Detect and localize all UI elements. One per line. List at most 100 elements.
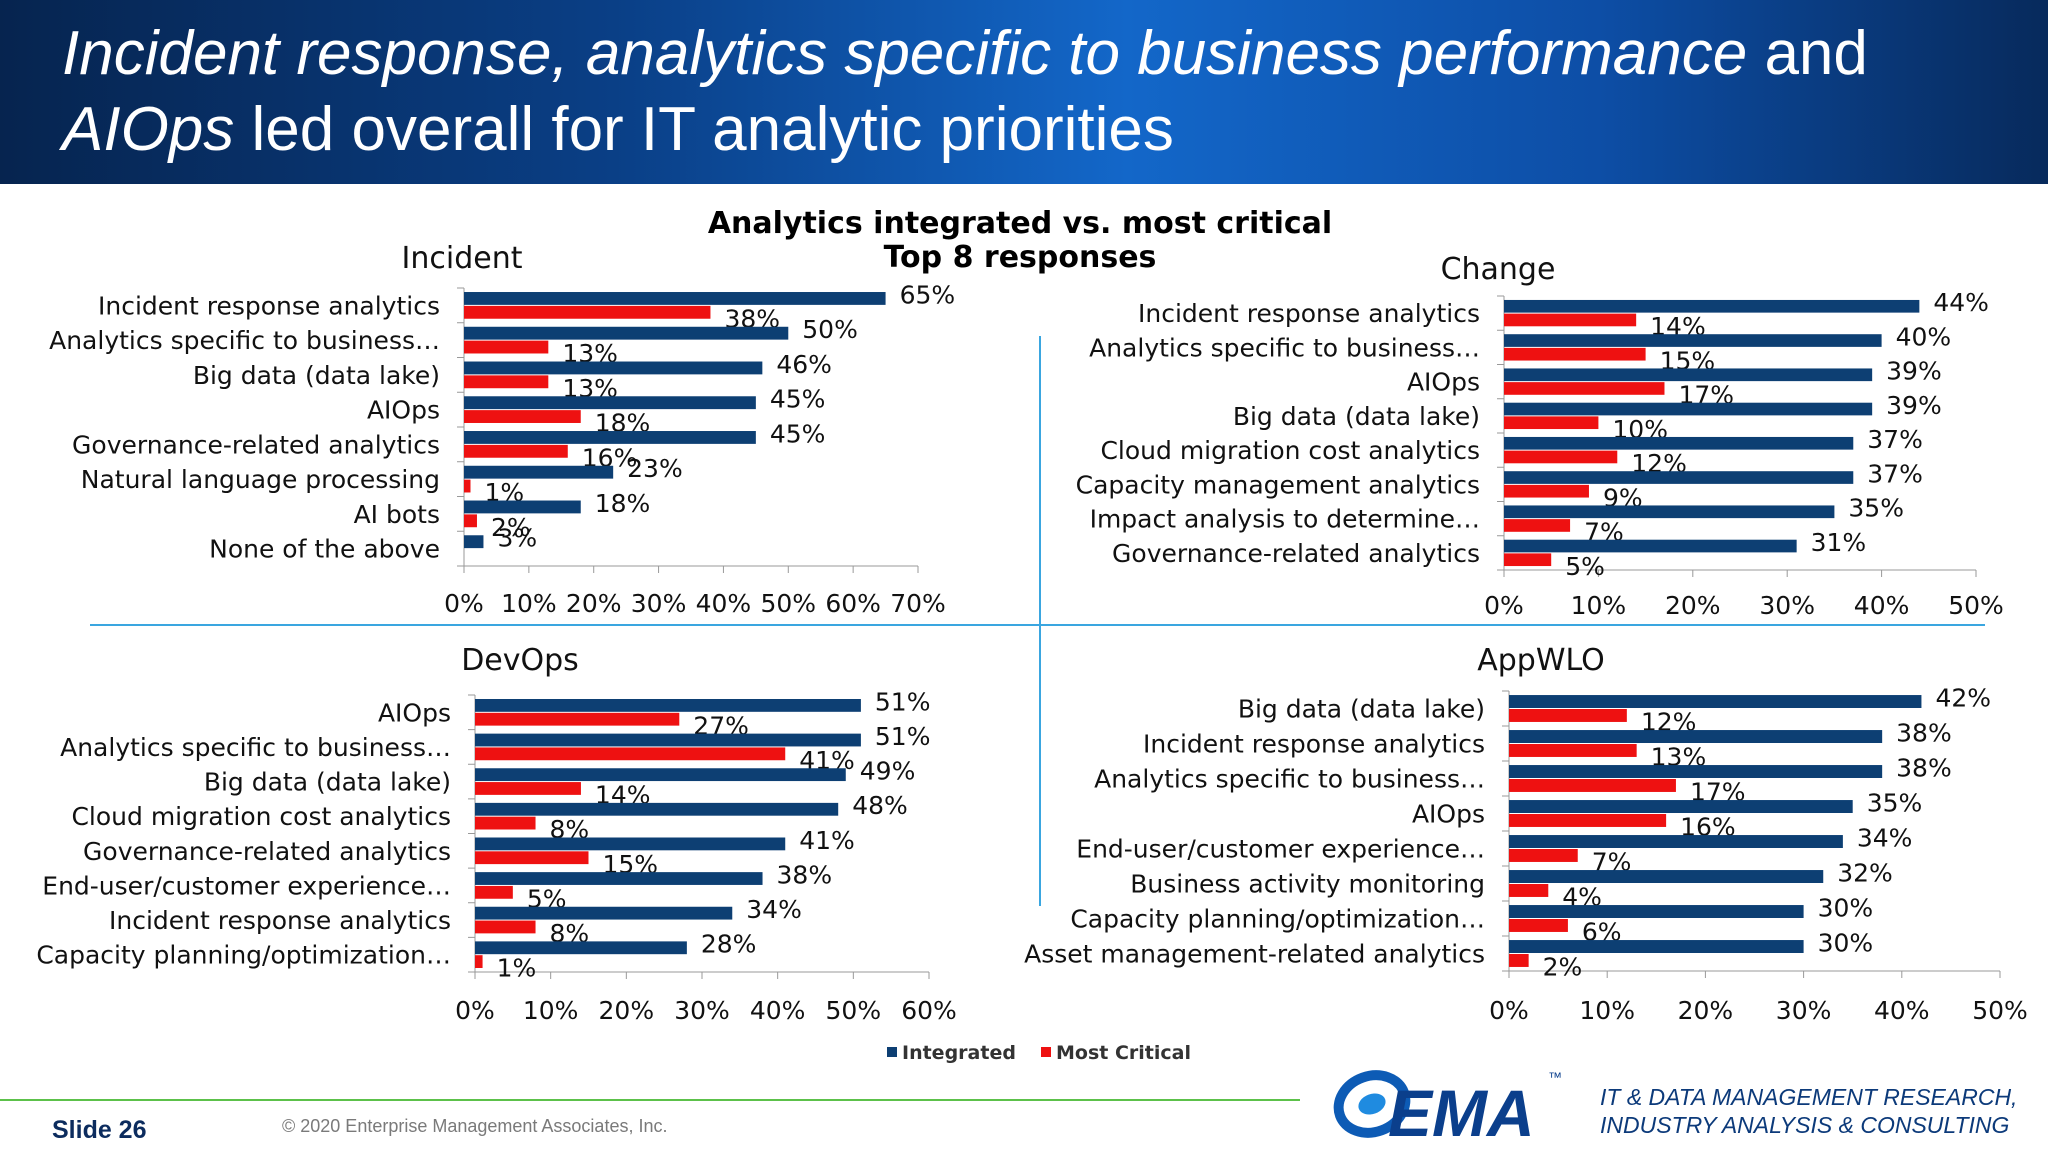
category-label: Analytics specific to business… [1089, 333, 1480, 362]
category-label: Asset management-related analytics [1024, 940, 1485, 969]
category-label: Big data (data lake) [1238, 695, 1485, 724]
chart-appwlo: AppWLO 0% 10% 20% 30% 40% 50% Big data (data la… [1024, 643, 2028, 1025]
category-label: Governance-related analytics [1112, 539, 1480, 568]
slide-number: Slide 26 [52, 1116, 147, 1144]
data-label-most-critical: 2% [491, 513, 531, 542]
x-tick-label: 30% [1759, 591, 1815, 620]
slide-title: Incident response, analytics specific to… [62, 16, 2022, 168]
category-label: AIOps [378, 698, 451, 727]
bar-integrated [464, 292, 886, 305]
footer-rule [0, 1099, 1300, 1101]
bar-most-critical [475, 712, 680, 726]
title-part: Incident response, analytics specific to… [62, 19, 1765, 88]
data-label-integrated: 45% [770, 385, 826, 414]
legend-swatch-integrated [887, 1047, 897, 1057]
category-label: AIOps [1412, 800, 1485, 829]
x-tick-label: 10% [1579, 996, 1635, 1025]
bar-most-critical [1504, 347, 1646, 361]
bar-most-critical [1504, 484, 1589, 498]
data-label-integrated: 32% [1837, 859, 1893, 888]
bar-most-critical [464, 305, 711, 319]
bar-integrated [1504, 505, 1835, 519]
x-tick-label: 70% [890, 589, 946, 618]
data-label-integrated: 40% [1896, 322, 1952, 351]
category-label: Incident response analytics [1138, 299, 1480, 328]
chart-incident: Incident 0% 10% 20% 30% 40% 50% 60% 70% Incident … [49, 241, 955, 618]
horizontal-separator [90, 624, 1985, 626]
data-label-integrated: 38% [1896, 719, 1952, 748]
data-label-integrated: 23% [627, 454, 683, 483]
x-tick-label: 60% [825, 589, 881, 618]
x-tick-label: 50% [760, 589, 816, 618]
bar-most-critical [1509, 709, 1627, 722]
x-tick-label: 0% [455, 996, 495, 1025]
x-tick-label: 10% [501, 589, 557, 618]
bar-most-critical [475, 955, 483, 968]
x-tick-label: 30% [1776, 996, 1832, 1025]
vertical-separator [1039, 336, 1041, 906]
bar-integrated [464, 465, 614, 479]
category-label: AIOps [367, 396, 440, 425]
x-tick-label: 10% [1571, 591, 1627, 620]
x-tick-label: 40% [750, 996, 806, 1025]
data-label-integrated: 35% [1848, 494, 1904, 523]
bar-integrated [475, 941, 687, 955]
category-label: Analytics specific to business… [60, 733, 451, 762]
bar-integrated [475, 733, 861, 747]
bar-integrated [1509, 905, 1804, 918]
bar-integrated [464, 361, 763, 375]
bar-integrated [1504, 299, 1920, 313]
bar-most-critical [1509, 954, 1529, 967]
tagline-line: IT & DATA MANAGEMENT RESEARCH, [1600, 1084, 2018, 1110]
bar-most-critical [475, 816, 536, 830]
data-label-integrated: 37% [1867, 459, 1923, 488]
bar-integrated [1509, 765, 1883, 778]
data-label-integrated: 38% [1896, 754, 1952, 783]
data-label-integrated: 51% [875, 722, 931, 751]
data-label-integrated: 35% [1867, 789, 1923, 818]
category-label: End-user/customer experience… [42, 871, 451, 900]
category-label: Governance-related analytics [72, 430, 440, 459]
bar-integrated [1509, 730, 1883, 743]
bar-most-critical [1509, 849, 1578, 862]
bar-most-critical [1504, 382, 1665, 395]
title-banner: Incident response, analytics specific to… [0, 0, 2048, 184]
data-label-integrated: 28% [701, 930, 757, 959]
category-label: Capacity planning/optimization… [1070, 905, 1485, 934]
data-label-most-critical: 1% [497, 954, 537, 983]
category-label: Big data (data lake) [193, 361, 440, 390]
bar-most-critical [464, 340, 549, 354]
bar-most-critical [464, 514, 477, 528]
bar-integrated [1504, 334, 1882, 347]
bar-most-critical [1504, 450, 1618, 464]
x-tick-label: 40% [1874, 996, 1930, 1025]
bar-integrated [1504, 436, 1854, 450]
x-tick-label: 50% [1972, 996, 2028, 1025]
bar-most-critical [1509, 884, 1549, 897]
bar-most-critical [475, 851, 589, 865]
data-label-integrated: 18% [595, 489, 651, 518]
logo-swoosh-inner [1358, 1093, 1386, 1115]
title-part: led overall for IT analytic priorities [234, 95, 1174, 164]
category-label: None of the above [209, 535, 440, 564]
legend-swatch-most-critical [1041, 1047, 1051, 1057]
x-tick-label: 20% [1665, 591, 1721, 620]
chart-change: Change 0% 10% 20% 30% 40% 50% Incident response… [1076, 252, 2004, 620]
category-label: Incident response analytics [1143, 730, 1485, 759]
charts-area: Analytics integrated vs. most criticalTo… [36, 206, 2028, 1064]
bar-integrated [1509, 940, 1804, 953]
x-tick-label: 40% [696, 589, 752, 618]
data-label-integrated: 41% [799, 826, 855, 855]
category-label: AIOps [1407, 368, 1480, 397]
bar-integrated [475, 699, 861, 712]
legend-label-integrated: Integrated [902, 1042, 1016, 1064]
bar-integrated [464, 396, 756, 410]
data-label-most-critical: 2% [1543, 953, 1583, 982]
chart-title: AppWLO [1477, 643, 1605, 678]
x-tick-label: 50% [826, 996, 882, 1025]
bar-integrated [1509, 800, 1853, 813]
bar-most-critical [475, 782, 581, 795]
chart-title: DevOps [461, 643, 579, 678]
bar-integrated [1504, 539, 1797, 553]
